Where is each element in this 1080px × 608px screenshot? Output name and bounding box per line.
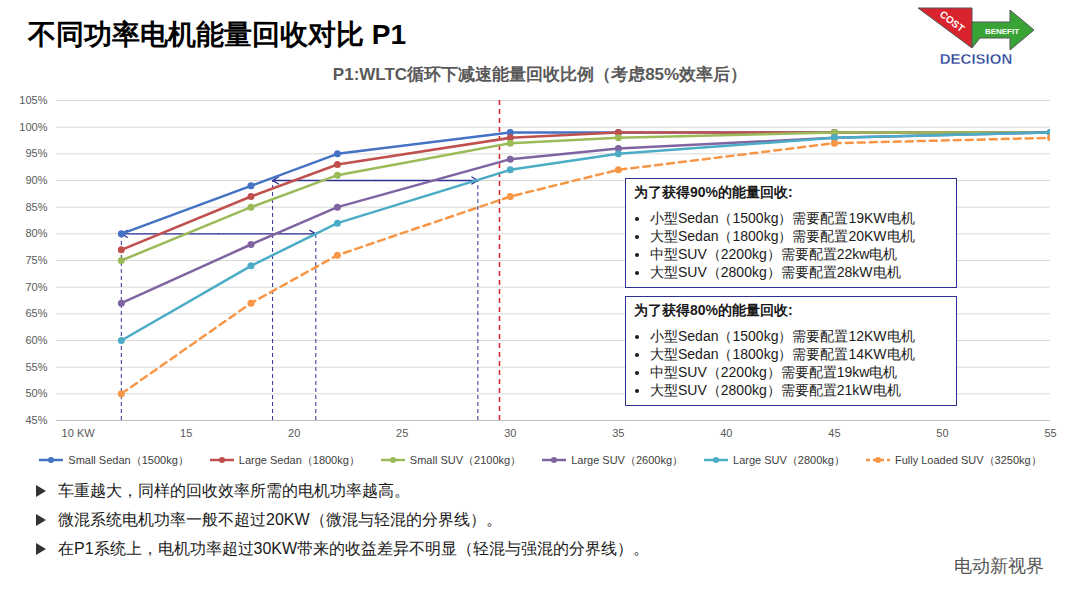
html-text:为了获得80%的能量回收:: 为了获得80%的能量回收: (634, 302, 793, 318)
html-text:不同功率电机能量回收对比 P1: 不同功率电机能量回收对比 P1 (28, 19, 406, 50)
html-text:Large SUV（2800kg）: Large SUV（2800kg） (733, 453, 845, 466)
svg-text:95%: 95% (25, 147, 47, 159)
svg-text:65%: 65% (25, 307, 47, 319)
svg-text:70%: 70% (25, 281, 47, 293)
html-text:小型Sedan（1500kg）需要配置12KW电机: 小型Sedan（1500kg）需要配置12KW电机 (650, 328, 915, 344)
html-text:大型SUV（2800kg）需要配置21kW电机: 大型SUV（2800kg）需要配置21kW电机 (650, 382, 901, 398)
html-text:大型Sedan（1800kg）需要配置20KW电机: 大型Sedan（1800kg）需要配置20KW电机 (650, 228, 915, 244)
svg-text:35: 35 (612, 427, 624, 439)
svg-text:20: 20 (288, 427, 300, 439)
svg-text:50: 50 (936, 427, 948, 439)
html-text:小型Sedan（1500kg）需要配置19KW电机: 小型Sedan（1500kg）需要配置19KW电机 (650, 210, 915, 226)
html-text:Small SUV（2100kg）: Small SUV（2100kg） (409, 453, 522, 466)
html-text:在P1系统上，电机功率超过30KW带来的收益差异不明显（轻混: 在P1系统上，电机功率超过30KW带来的收益差异不明显（轻混与强混的分界线）。 (58, 540, 650, 557)
svg-text:50%: 50% (25, 387, 47, 399)
html-text:Large SUV（2600kg）: Large SUV（2600kg） (571, 453, 683, 466)
svg-text:105%: 105% (19, 94, 47, 106)
html-text:Large Sedan（1800kg）: Large Sedan（1800kg） (238, 453, 360, 466)
html-text:中型SUV（2200kg）需要配置19kw电机: 中型SUV（2200kg）需要配置19kw电机 (650, 364, 898, 380)
html-text:为了获得90%的能量回收:: 为了获得90%的能量回收: (634, 184, 793, 200)
svg-text:30: 30 (504, 427, 516, 439)
svg-text:80%: 80% (25, 227, 47, 239)
svg-text:55: 55 (1044, 427, 1056, 439)
svg-text:85%: 85% (25, 201, 47, 213)
html-text:中型SUV（2200kg）需要配置22kw电机: 中型SUV（2200kg）需要配置22kw电机 (650, 246, 898, 262)
html-text:大型Sedan（1800kg）需要配置14KW电机: 大型Sedan（1800kg）需要配置14KW电机 (650, 346, 915, 362)
svg-text:100%: 100% (19, 121, 47, 133)
svg-text:75%: 75% (25, 254, 47, 266)
svg-text:15: 15 (180, 427, 192, 439)
svg-text:45: 45 (828, 427, 840, 439)
html-text:车重越大，同样的回收效率所需的电机功率越高。: 车重越大，同样的回收效率所需的电机功率越高。 (58, 482, 410, 499)
svg-text:DECISION: DECISION (940, 50, 1013, 67)
html-text:Fully Loaded SUV（3250kg）: Fully Loaded SUV（3250kg） (895, 453, 1042, 466)
html-text:电动新视界: 电动新视界 (954, 556, 1044, 576)
svg-text:25: 25 (396, 427, 408, 439)
svg-text:40: 40 (720, 427, 732, 439)
html-text:大型SUV（2800kg）需要配置28kW电机: 大型SUV（2800kg）需要配置28kW电机 (650, 264, 901, 280)
html-text:微混系统电机功率一般不超过20KW（微混与轻混的分界线）。: 微混系统电机功率一般不超过20KW（微混与轻混的分界线）。 (58, 511, 502, 528)
svg-text:10 KW: 10 KW (62, 427, 96, 439)
html-text:P1:WLTC循环下减速能量回收比例（考虑85%效率后）: P1:WLTC循环下减速能量回收比例（考虑85%效率后） (332, 65, 748, 84)
svg-text:60%: 60% (25, 334, 47, 346)
html-text:Small Sedan（1500kg）: Small Sedan（1500kg） (68, 453, 189, 466)
svg-text:55%: 55% (25, 361, 47, 373)
svg-text:45%: 45% (25, 414, 47, 426)
svg-text:COST: COST (938, 8, 967, 34)
svg-text:BENEFIT: BENEFIT (985, 27, 1019, 36)
svg-text:90%: 90% (25, 174, 47, 186)
